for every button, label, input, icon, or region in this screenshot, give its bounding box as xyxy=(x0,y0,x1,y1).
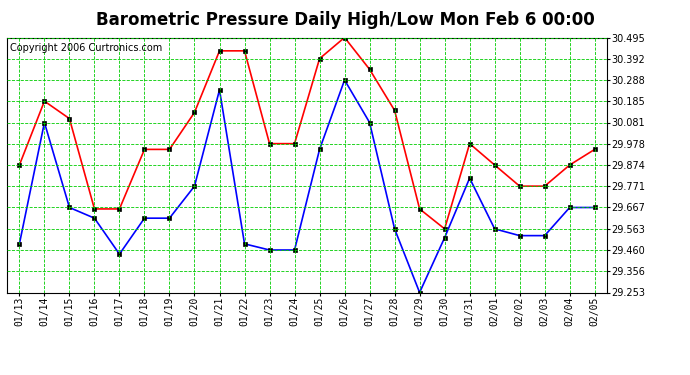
Text: Barometric Pressure Daily High/Low Mon Feb 6 00:00: Barometric Pressure Daily High/Low Mon F… xyxy=(96,11,594,29)
Text: Copyright 2006 Curtronics.com: Copyright 2006 Curtronics.com xyxy=(10,43,162,52)
